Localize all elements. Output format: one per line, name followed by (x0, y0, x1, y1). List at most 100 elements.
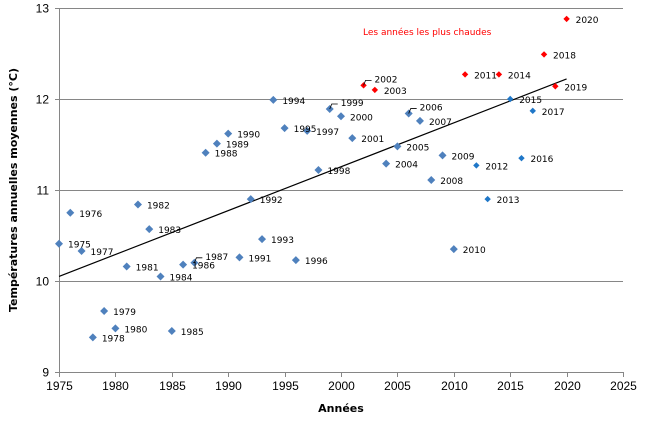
point-1992 (246, 195, 255, 204)
point-label-2019: 2019 (564, 83, 587, 93)
point-2008 (427, 175, 436, 184)
x-axis-title: Années (318, 402, 364, 415)
point-label-1995: 1995 (294, 125, 317, 135)
point-1983 (145, 225, 154, 234)
point-2016 (518, 154, 525, 162)
point-label-2018: 2018 (553, 51, 576, 61)
point-2015 (507, 95, 514, 103)
y-tick-label: 9 (42, 366, 49, 380)
point-label-2002: 2002 (375, 75, 398, 85)
point-label-1975: 1975 (68, 241, 91, 251)
point-label-2007: 2007 (429, 118, 452, 128)
point-1977 (77, 246, 86, 255)
point-labels: 1975 1976 1977 1978 1979 1980 1981 1982 1983 1984… (68, 16, 599, 345)
y-tick-label: 12 (36, 93, 50, 107)
point-2011 (461, 71, 469, 78)
point-label-1989: 1989 (226, 141, 249, 151)
point-1996 (291, 256, 300, 265)
point-label-2014: 2014 (508, 71, 531, 81)
gridlines (59, 8, 623, 373)
y-tick-label: 13 (36, 2, 50, 16)
data-points (55, 15, 570, 342)
point-label-1992: 1992 (260, 196, 283, 206)
point-2003 (371, 86, 379, 94)
point-2005 (393, 142, 402, 151)
point-label-2005: 2005 (406, 143, 429, 153)
x-tick-label: 2020 (554, 379, 581, 393)
point-2014 (495, 71, 503, 78)
point-label-1981: 1981 (136, 263, 159, 273)
point-1995 (280, 124, 289, 133)
point-1978 (88, 333, 97, 342)
y-tick-label: 10 (36, 275, 50, 289)
point-2010 (449, 245, 458, 254)
point-1997 (303, 126, 312, 135)
point-2002 (360, 82, 367, 89)
point-label-1987: 1987 (205, 253, 228, 263)
point-label-1976: 1976 (79, 210, 102, 220)
point-1979 (100, 307, 109, 316)
y-axis-title: Températures annuelles moyennes (°C) (7, 68, 20, 312)
point-label-1978: 1978 (102, 334, 125, 344)
point-1981 (122, 262, 131, 271)
y-tick-label: 11 (37, 184, 50, 198)
point-2017 (529, 107, 536, 115)
point-label-1991: 1991 (248, 254, 271, 264)
point-2007 (415, 116, 424, 125)
x-tick-label: 1990 (215, 379, 242, 393)
x-tick-label: 2000 (328, 379, 355, 393)
point-label-2015: 2015 (519, 96, 542, 106)
point-label-2004: 2004 (395, 161, 418, 171)
point-1984 (156, 272, 165, 281)
y-tick-labels: 9 10 11 12 13 (36, 2, 50, 380)
annotation-hottest-years: Les années les plus chaudes (363, 27, 492, 38)
point-label-1985: 1985 (181, 328, 204, 338)
x-tick-label: 1980 (102, 379, 129, 393)
point-label-2017: 2017 (542, 108, 565, 118)
point-label-2008: 2008 (440, 177, 463, 187)
point-label-1982: 1982 (147, 202, 170, 212)
point-2004 (382, 159, 391, 168)
x-tick-label: 2010 (441, 379, 468, 393)
point-label-1999: 1999 (341, 99, 364, 109)
point-label-2011: 2011 (474, 71, 497, 81)
x-tick-label: 2025 (610, 379, 637, 393)
axes (55, 8, 624, 377)
point-label-2012: 2012 (485, 162, 508, 172)
point-label-1986: 1986 (192, 262, 215, 272)
point-label-2010: 2010 (463, 246, 486, 256)
point-label-1990: 1990 (237, 131, 260, 141)
point-label-2009: 2009 (452, 152, 475, 162)
point-label-1998: 1998 (327, 167, 350, 177)
point-1991 (235, 253, 244, 262)
point-2000 (337, 112, 345, 121)
point-2019 (552, 83, 559, 90)
point-1976 (66, 208, 75, 217)
point-1982 (133, 200, 142, 209)
label-leader-line (329, 103, 338, 110)
point-label-1983: 1983 (158, 226, 181, 236)
point-1988 (201, 148, 210, 157)
x-tick-label: 2015 (497, 379, 524, 393)
point-1993 (258, 235, 267, 244)
point-1990 (224, 129, 233, 138)
point-1975 (55, 239, 63, 248)
point-1986 (179, 260, 188, 269)
point-label-1997: 1997 (316, 128, 339, 138)
x-tick-label: 1975 (46, 379, 73, 393)
x-tick-label: 1995 (272, 379, 299, 393)
point-2018 (540, 51, 548, 58)
point-label-1977: 1977 (91, 248, 114, 258)
point-label-1988: 1988 (215, 150, 238, 160)
point-1989 (212, 139, 221, 148)
x-tick-label: 1985 (159, 379, 186, 393)
point-label-1984: 1984 (170, 273, 193, 283)
point-label-1994: 1994 (282, 97, 305, 107)
point-1994 (269, 95, 278, 104)
point-label-1980: 1980 (124, 325, 147, 335)
point-1980 (111, 324, 120, 333)
point-2013 (484, 195, 491, 203)
point-2009 (438, 151, 447, 160)
point-label-1979: 1979 (113, 308, 136, 318)
